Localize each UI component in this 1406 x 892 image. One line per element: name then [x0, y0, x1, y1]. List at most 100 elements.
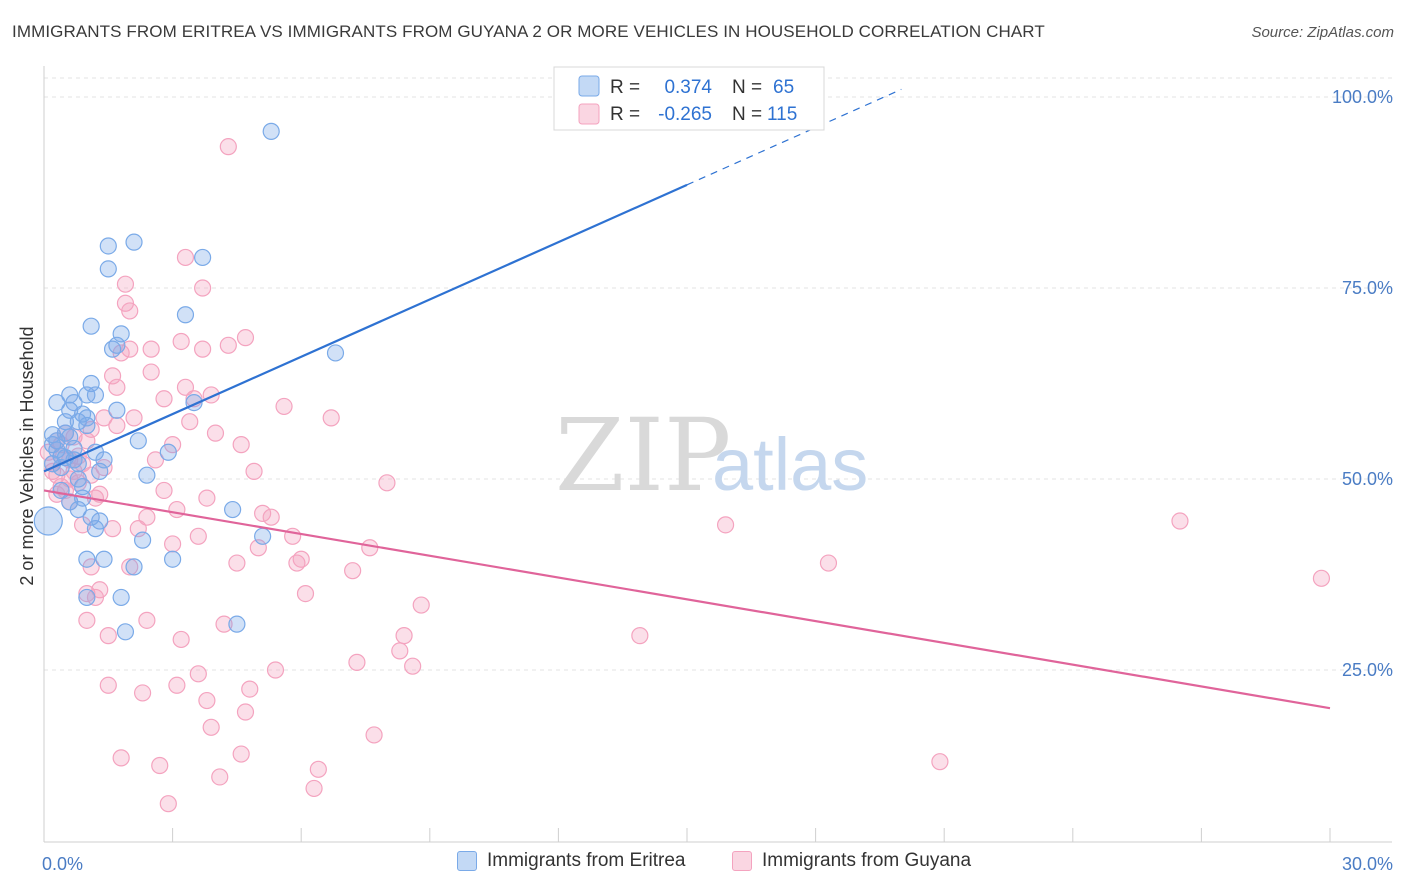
legend-eritrea-swatch — [578, 75, 600, 97]
guyana-point-86 — [309, 760, 327, 778]
eritrea-point-33 — [99, 237, 117, 255]
eritrea-point-41 — [125, 233, 143, 251]
guyana-point-95 — [404, 657, 422, 675]
guyana-point-45 — [155, 390, 173, 408]
eritrea-point-39 — [116, 623, 135, 641]
guyana-point-60 — [194, 279, 212, 297]
watermark-zip: ZIP — [555, 397, 731, 514]
guyana-point-80 — [266, 661, 285, 679]
guyana-point-69 — [219, 336, 237, 354]
y-tick-labels: 25.0% 50.0% 75.0% 100.0% — [1332, 87, 1393, 680]
guyana-point-102 — [1312, 569, 1331, 587]
guyana-point-90 — [361, 539, 379, 557]
guyana-point-40 — [138, 611, 156, 629]
guyana-point-63 — [198, 691, 216, 710]
guyana-point-36 — [125, 409, 143, 427]
legend-eritrea-n-label: N = — [732, 77, 762, 98]
eritrea-point-20 — [78, 550, 96, 568]
eritrea-point-57 — [65, 439, 83, 458]
eritrea-point-46 — [164, 550, 182, 568]
eritrea-point-28 — [86, 386, 105, 404]
guyana-point-62 — [198, 489, 216, 507]
guyana-point-97 — [631, 627, 649, 645]
eritrea-point-40 — [125, 558, 143, 576]
legend-guyana-r-label: R = — [610, 104, 640, 125]
guyana-point-66 — [211, 768, 229, 786]
guyana-point-52 — [172, 332, 190, 351]
guyana-trend-line — [43, 489, 1331, 710]
legend-item-guyana: Immigrants from Guyana — [732, 850, 971, 872]
guyana-point-68 — [219, 138, 237, 156]
guyana-point-35 — [121, 558, 139, 576]
guyana-point-25 — [99, 676, 117, 694]
legend-swatch-guyana — [732, 851, 752, 871]
eritrea-point-0 — [33, 506, 63, 536]
guyana-point-39 — [138, 508, 156, 526]
eritrea-point-53 — [262, 122, 280, 140]
guyana-point-70 — [228, 554, 246, 572]
x-tick-label-0: 0.0% — [42, 854, 83, 874]
guyana-point-72 — [232, 745, 250, 763]
guyana-point-51 — [168, 676, 186, 694]
guyana-point-85 — [305, 779, 323, 798]
guyana-point-31 — [112, 749, 130, 767]
zipatlas-watermark: ZIP atlas — [555, 397, 868, 514]
guyana-point-42 — [142, 340, 160, 358]
eritrea-point-52 — [254, 527, 272, 545]
eritrea-point-62 — [78, 416, 96, 435]
correlation-legend: R = 0.374 N = 65 R = -0.265 N = 115 — [553, 66, 825, 131]
guyana-point-50 — [168, 500, 186, 519]
guyana-point-89 — [348, 653, 366, 671]
legend-label-eritrea: Immigrants from Eritrea — [487, 850, 686, 871]
eritrea-point-51 — [228, 615, 246, 633]
guyana-point-73 — [236, 329, 255, 347]
eritrea-point-36 — [108, 401, 126, 419]
guyana-point-78 — [254, 504, 272, 522]
guyana-point-93 — [391, 642, 409, 660]
eritrea-point-32 — [95, 451, 113, 469]
eritrea-point-4 — [48, 394, 66, 412]
eritrea-point-45 — [159, 443, 177, 461]
guyana-point-101 — [1171, 512, 1189, 530]
eritrea-point-50 — [224, 500, 242, 519]
legend-guyana-n-value: 115 — [767, 104, 797, 125]
guyana-point-113 — [288, 554, 306, 572]
guyana-point-43 — [146, 451, 165, 469]
legend-guyana-r-value: -0.265 — [658, 104, 712, 125]
legend-eritrea-r-value: 0.374 — [664, 77, 712, 98]
guyana-point-28 — [108, 378, 126, 396]
x-tick-labels: 0.0% 30.0% — [42, 854, 1393, 874]
eritrea-point-42 — [129, 432, 147, 450]
guyana-point-87 — [322, 409, 340, 427]
eritrea-point-63 — [43, 426, 62, 444]
eritrea-point-34 — [99, 260, 117, 278]
guyana-point-48 — [164, 535, 182, 553]
y-tick-label-2: 75.0% — [1342, 278, 1393, 298]
guyana-point-71 — [232, 436, 250, 454]
y-axis-label: 2 or more Vehicles in Household — [17, 326, 37, 585]
guyana-point-38 — [133, 684, 152, 702]
grid-lines — [44, 77, 1392, 671]
guyana-point-99 — [819, 554, 838, 572]
guyana-point-67 — [215, 615, 233, 633]
y-tick-label-0: 25.0% — [1342, 660, 1393, 680]
guyana-point-98 — [716, 516, 735, 534]
guyana-point-94 — [395, 627, 413, 645]
chart-title: IMMIGRANTS FROM ERITREA VS IMMIGRANTS FR… — [12, 22, 1045, 41]
guyana-point-92 — [378, 474, 396, 492]
guyana-point-29 — [108, 416, 126, 435]
eritrea-point-49 — [194, 248, 212, 267]
eritrea-point-38 — [112, 325, 130, 343]
eritrea-trend-extension — [686, 88, 902, 186]
guyana-point-59 — [189, 665, 207, 683]
guyana-point-55 — [176, 248, 195, 267]
guyana-point-47 — [159, 795, 177, 813]
guyana-point-91 — [365, 726, 383, 744]
guyana-point-56 — [181, 413, 199, 431]
legend-guyana-swatch — [578, 103, 600, 125]
source-label: Source: ZipAtlas.com — [1251, 24, 1394, 41]
legend-guyana-n-label: N = — [732, 104, 762, 125]
guyana-point-64 — [202, 718, 220, 736]
guyana-point-74 — [236, 703, 255, 721]
eritrea-trend-line — [43, 183, 688, 473]
